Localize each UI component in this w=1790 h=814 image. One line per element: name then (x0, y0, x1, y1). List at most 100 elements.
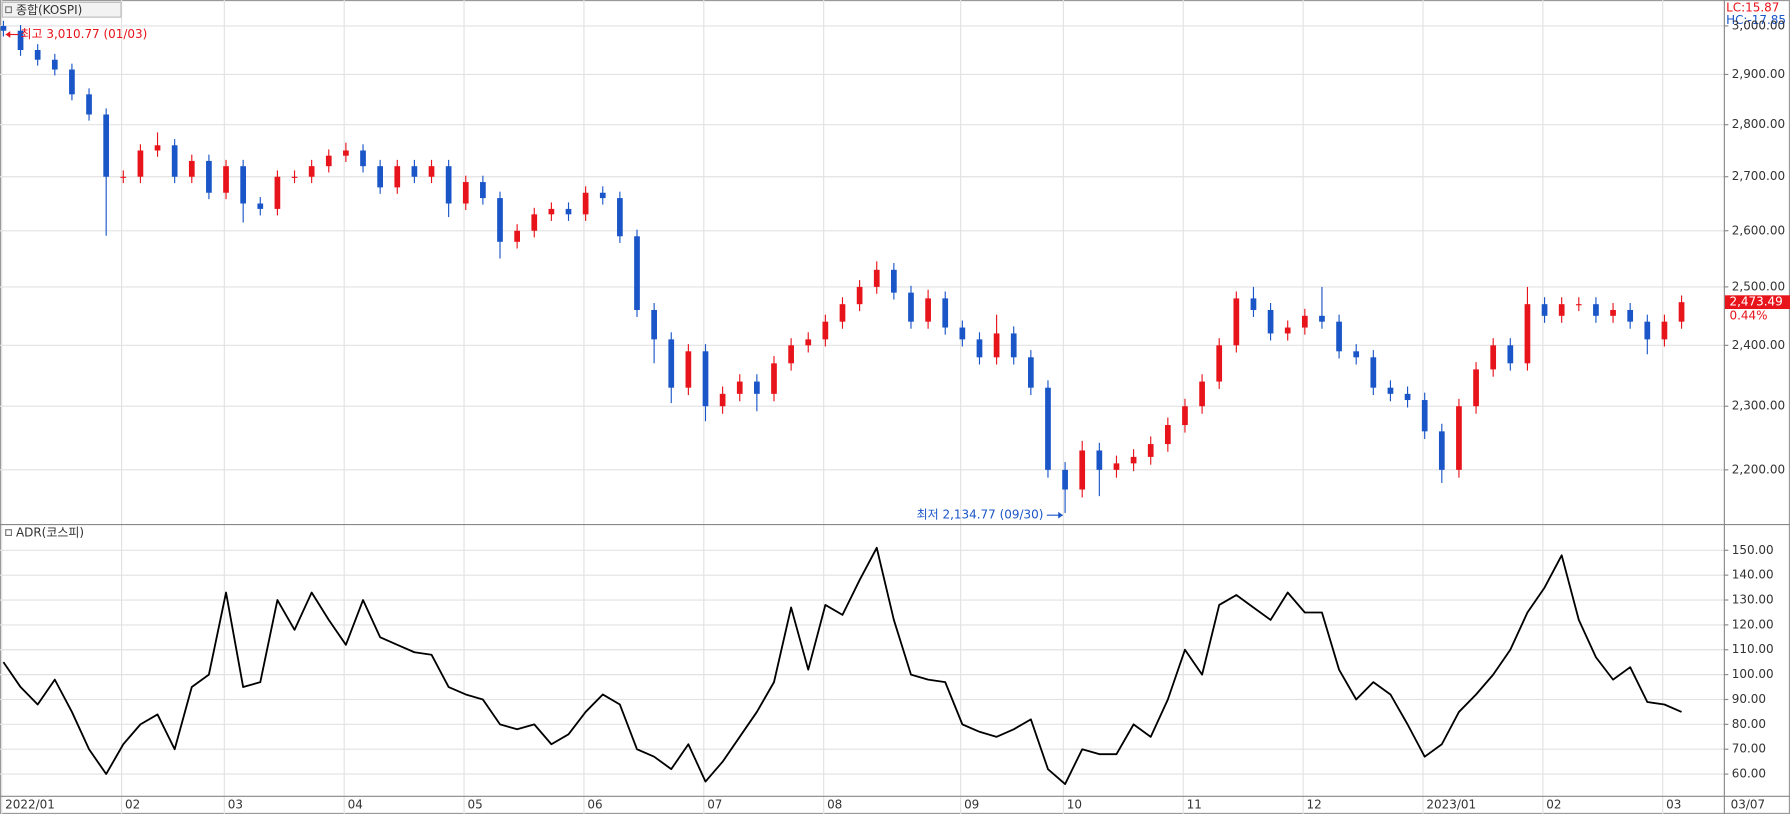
candle-body (1216, 345, 1223, 382)
y-tick-label: 110.00 (1732, 642, 1774, 656)
lc-label: LC:15.87 (1726, 0, 1779, 14)
candle-body (548, 208, 555, 215)
y-tick-label: 3,000.00 (1732, 18, 1785, 32)
candle-body (51, 59, 58, 70)
y-tick-label: 2,500.00 (1732, 279, 1785, 293)
candle-body (1250, 298, 1257, 310)
candle-body (565, 208, 572, 215)
high-arrow-head (5, 31, 11, 38)
candle-body (582, 192, 589, 215)
x-tick-label: 11 (1187, 797, 1202, 811)
candle-body (822, 321, 829, 340)
title-icon (5, 6, 12, 14)
x-tick-label: 09 (964, 797, 979, 811)
price-title: 종합(KOSPI) (16, 3, 82, 17)
candle-body (1387, 387, 1394, 394)
candle-body (1336, 321, 1342, 352)
candle-body (771, 363, 777, 394)
candle-body (308, 166, 315, 177)
candle-body (805, 339, 812, 346)
candle-body (891, 269, 897, 293)
y-tick-label: 90.00 (1732, 692, 1766, 706)
y-tick-label: 80.00 (1732, 717, 1766, 731)
y-tick-label: 120.00 (1732, 617, 1774, 631)
candle-body (908, 292, 914, 322)
candle-body (788, 345, 794, 364)
candle-body (1319, 315, 1325, 322)
low-annotation: 최저 2,134.77 (09/30) (917, 508, 1044, 522)
candle-body (1456, 406, 1462, 470)
candle-body (1062, 469, 1068, 490)
candle-body (360, 150, 366, 167)
candle-body (1267, 309, 1274, 334)
candle-body (343, 150, 349, 156)
y-tick-label: 70.00 (1732, 742, 1766, 756)
candle-body (1164, 425, 1171, 445)
hc-label: HC:-17.85 (1726, 13, 1786, 27)
x-tick-label: 07 (707, 797, 722, 811)
candle-body (1182, 406, 1188, 426)
candle-body (154, 145, 161, 151)
candle-body (1096, 450, 1103, 470)
candle-body (137, 150, 144, 177)
high-annotation: 최고 3,010.77 (01/03) (21, 27, 148, 41)
candle-body (514, 230, 520, 242)
candle-body (1593, 304, 1599, 316)
candle-body (839, 304, 846, 322)
y-tick-label: 60.00 (1732, 767, 1766, 781)
candle-body (1438, 431, 1445, 470)
candle-body (240, 166, 247, 204)
candle-body (1644, 321, 1651, 340)
x-tick-label: 2023/01 (1426, 797, 1476, 811)
candle-body (1027, 357, 1034, 388)
candle-body (1421, 400, 1428, 432)
x-tick-label: 03 (228, 797, 243, 811)
candle-body (1113, 463, 1120, 470)
y-tick-label: 2,800.00 (1732, 117, 1785, 131)
candle-body (1490, 345, 1497, 370)
candle-body (1661, 321, 1668, 340)
title-box (1, 1, 122, 18)
candle-body (1507, 345, 1514, 364)
candle-body (873, 269, 880, 287)
candle-body (976, 339, 983, 358)
candle-body (1233, 298, 1240, 346)
candle-body (206, 160, 212, 193)
y-tick-label: 140.00 (1732, 568, 1774, 582)
x-tick-label: 12 (1307, 797, 1322, 811)
candle-body (959, 327, 966, 340)
change: 0.44% (1729, 308, 1767, 322)
candle-body (685, 351, 692, 388)
adr-line (2, 546, 1682, 786)
x-tick-label: 02 (1546, 797, 1561, 811)
candle-body (1404, 393, 1411, 401)
candle-body (0, 25, 7, 31)
x-tick-label: 08 (827, 797, 842, 811)
x-tick-label: 02 (125, 797, 140, 811)
candle-body (274, 176, 281, 209)
candle-body (188, 160, 195, 177)
candle-body (291, 176, 298, 178)
candle-body (634, 236, 640, 310)
x-tick-label: 05 (467, 797, 482, 811)
x-tick-label: 06 (587, 797, 602, 811)
y-tick-label: 2,200.00 (1732, 462, 1785, 476)
candle-body (993, 333, 1000, 358)
candle-body (1353, 351, 1360, 358)
candle-body (1147, 444, 1154, 457)
low-arrow-head (1058, 511, 1063, 519)
candle-body (17, 30, 24, 50)
candle-body (411, 166, 418, 177)
candle-body (1678, 302, 1685, 322)
candle-body (120, 176, 127, 178)
y-tick-label: 2,300.00 (1732, 399, 1785, 413)
last-price-box (1724, 295, 1790, 310)
candle-body (702, 351, 709, 407)
last-price: 2,473.49 (1729, 295, 1782, 309)
candle-body (223, 166, 229, 193)
y-tick-label: 2,700.00 (1732, 169, 1785, 183)
y-tick-label: 2,900.00 (1732, 67, 1785, 81)
